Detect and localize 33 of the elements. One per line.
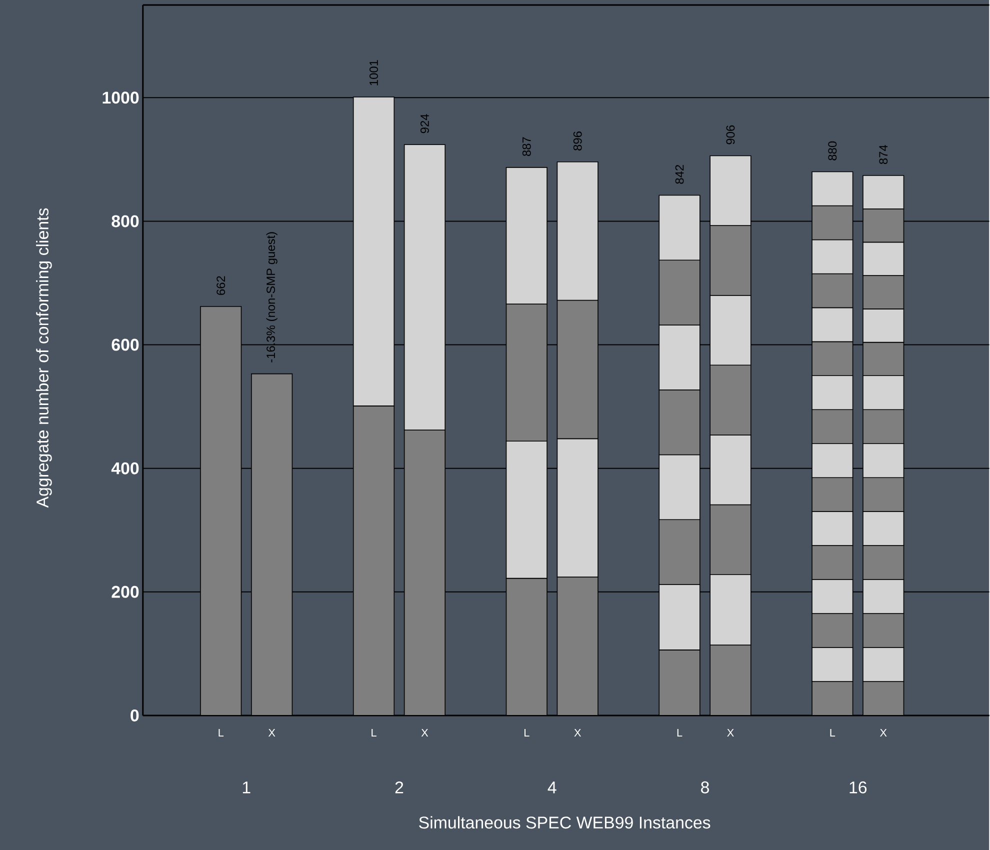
total-label: 1001 [370, 60, 378, 86]
text: 16 [850, 781, 867, 794]
text: 2 [395, 781, 404, 794]
text: 4 [548, 781, 556, 794]
y-axis-title: Aggregate number of conforming clients [36, 208, 52, 508]
x-tick-label: X [574, 728, 582, 736]
total-label: 842 [675, 164, 684, 184]
x-tick-label: L [372, 728, 376, 736]
total-label: 880 [828, 141, 837, 160]
text: 8 [701, 781, 709, 794]
total-label: 662 [216, 276, 226, 295]
y-tick-label: 0 [130, 709, 139, 722]
total-label: 924 [420, 114, 429, 133]
x-tick-label: X [421, 728, 428, 736]
total-label: 906 [726, 125, 735, 144]
y-tick-label: 200 [112, 586, 139, 598]
total-label: 896 [573, 131, 582, 150]
text: 1 [242, 781, 250, 794]
y-tick-label: 1000 [102, 91, 139, 104]
y-tick-label: 800 [112, 215, 139, 228]
x-tick-label: X [727, 728, 734, 736]
total-label: 874 [879, 144, 888, 164]
y-tick-label: 600 [112, 338, 139, 351]
x-axis-title: Simultaneous SPEC WEB99 Instances [419, 816, 710, 828]
x-tick-label: X [268, 728, 276, 736]
x-tick-label: L [218, 728, 224, 736]
y-tick-label: 400 [111, 462, 139, 474]
x-tick-label: L [677, 728, 682, 736]
total-label: 887 [522, 137, 531, 156]
x-tick-label: L [830, 728, 836, 736]
x-tick-label: X [880, 728, 887, 736]
x-tick-label: L [524, 728, 530, 736]
annotation: -16.3% (non-SMP guest) [266, 232, 278, 362]
